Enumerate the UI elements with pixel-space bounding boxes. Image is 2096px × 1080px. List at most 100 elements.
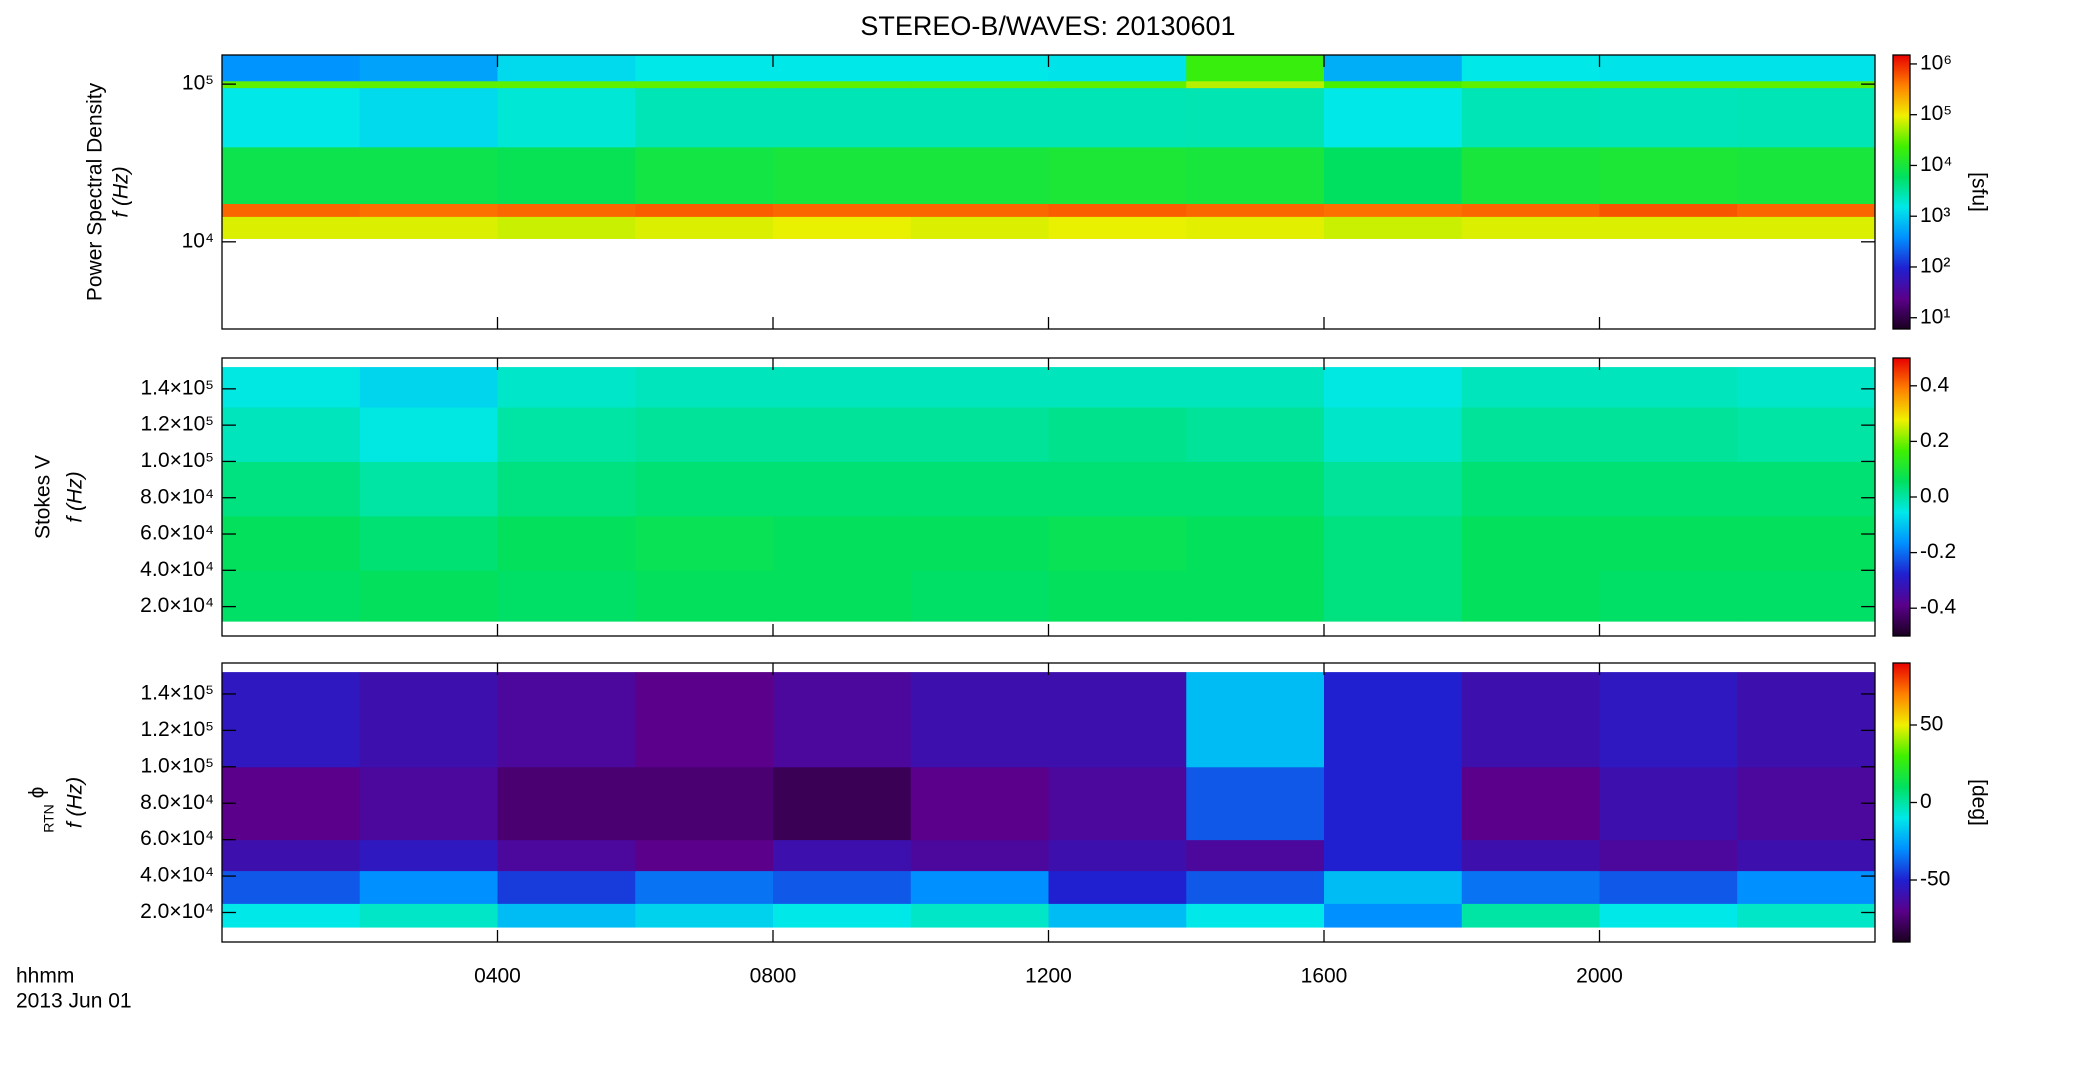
heatmap-cell bbox=[497, 367, 636, 408]
heatmap-cell bbox=[1461, 80, 1600, 89]
heatmap-cell bbox=[1186, 870, 1325, 904]
heatmap-cell bbox=[1461, 570, 1600, 622]
heatmap-cell bbox=[635, 870, 774, 904]
heatmap-cell bbox=[1324, 406, 1463, 462]
heatmap-cell bbox=[1737, 839, 1876, 872]
heatmap-cell bbox=[497, 515, 636, 571]
heatmap-cell bbox=[1599, 839, 1738, 872]
x-tick-label: 2000 bbox=[1576, 965, 1623, 988]
heatmap-cell bbox=[1186, 515, 1325, 571]
heatmap-cell bbox=[635, 766, 774, 841]
heatmap-cell bbox=[1324, 216, 1463, 239]
heatmap-cell bbox=[1461, 839, 1600, 872]
heatmap-cell bbox=[773, 515, 912, 571]
heatmap-cell bbox=[1324, 870, 1463, 904]
heatmap-cell bbox=[910, 870, 1049, 904]
heatmap-cell bbox=[635, 903, 774, 928]
heatmap-cell bbox=[1599, 903, 1738, 928]
colorbar-tick-label: 50 bbox=[1920, 713, 1943, 736]
y-tick-label: 4.0×10⁴ bbox=[140, 864, 214, 887]
heatmap-cell bbox=[1737, 146, 1876, 204]
y-tick-label: 8.0×10⁴ bbox=[140, 791, 214, 814]
heatmap-cell bbox=[1048, 55, 1187, 82]
heatmap-cell bbox=[910, 672, 1049, 768]
heatmap-cell bbox=[1048, 839, 1187, 872]
heatmap-cell bbox=[1461, 515, 1600, 571]
heatmap-cell bbox=[222, 461, 361, 517]
heatmap-cell bbox=[1737, 203, 1876, 217]
heatmap-cell bbox=[1048, 80, 1187, 89]
heatmap-cell bbox=[635, 146, 774, 204]
y-tick-label: 2.0×10⁴ bbox=[140, 594, 214, 617]
colorbar bbox=[1892, 54, 1911, 330]
heatmap-cell bbox=[222, 80, 361, 89]
heatmap-cell bbox=[1324, 570, 1463, 622]
heatmap-cell bbox=[1599, 55, 1738, 82]
heatmap-cell bbox=[497, 461, 636, 517]
heatmap-cell bbox=[773, 55, 912, 82]
heatmap-cell bbox=[773, 570, 912, 622]
heatmap-cell bbox=[1186, 903, 1325, 928]
heatmap-cell bbox=[1186, 87, 1325, 148]
y-tick-label: 1.4×10⁵ bbox=[140, 682, 214, 705]
heatmap-cell bbox=[359, 55, 498, 82]
y-tick-label: 1.0×10⁵ bbox=[140, 449, 214, 472]
colorbar-tick-label: 0.0 bbox=[1920, 485, 1949, 508]
heatmap-cell bbox=[1599, 461, 1738, 517]
chart-title: STEREO-B/WAVES: 20130601 bbox=[860, 11, 1235, 41]
y-tick-label: 10⁵ bbox=[182, 72, 214, 95]
colorbar-tick-label: 10⁴ bbox=[1920, 153, 1952, 176]
heatmap-cell bbox=[222, 406, 361, 462]
heatmap-cell bbox=[222, 87, 361, 148]
heatmap-cell bbox=[910, 80, 1049, 89]
heatmap-cell bbox=[1599, 515, 1738, 571]
heatmap-cell bbox=[1186, 80, 1325, 89]
heatmap-cell bbox=[910, 570, 1049, 622]
heatmap-cell bbox=[1599, 203, 1738, 217]
heatmap-cell bbox=[1599, 367, 1738, 408]
heatmap-cell bbox=[910, 406, 1049, 462]
heatmap-cell bbox=[1186, 216, 1325, 239]
heatmap-cell bbox=[773, 146, 912, 204]
heatmap-cell bbox=[359, 406, 498, 462]
heatmap-cell bbox=[635, 87, 774, 148]
y-axis-label: Stokes V bbox=[32, 455, 55, 539]
heatmap-cell bbox=[1461, 766, 1600, 841]
heatmap-cell bbox=[359, 570, 498, 622]
heatmap-cell bbox=[1324, 203, 1463, 217]
heatmap-cell bbox=[773, 672, 912, 768]
heatmap-cell bbox=[359, 146, 498, 204]
heatmap-cell bbox=[1324, 80, 1463, 89]
heatmap-cell bbox=[1048, 367, 1187, 408]
colorbar-tick-label: 0.4 bbox=[1920, 373, 1950, 396]
heatmap-cell bbox=[1048, 461, 1187, 517]
heatmap-cell bbox=[1186, 570, 1325, 622]
heatmap-cell bbox=[222, 870, 361, 904]
heatmap-cell bbox=[1737, 461, 1876, 517]
heatmap-cell bbox=[635, 203, 774, 217]
heatmap-cell bbox=[1737, 570, 1876, 622]
y-tick-label: 6.0×10⁴ bbox=[140, 522, 214, 545]
heatmap-cell bbox=[635, 367, 774, 408]
heatmap-cell bbox=[1048, 216, 1187, 239]
heatmap-cell bbox=[222, 903, 361, 928]
heatmap-cell bbox=[359, 903, 498, 928]
y-axis-symbol: ϕ bbox=[26, 787, 49, 799]
heatmap-cell bbox=[773, 80, 912, 89]
colorbar-tick-label: 10¹ bbox=[1920, 305, 1950, 328]
heatmap-cell bbox=[359, 461, 498, 517]
heatmap-cell bbox=[1048, 515, 1187, 571]
heatmap-cell bbox=[1461, 406, 1600, 462]
heatmap-cell bbox=[1048, 146, 1187, 204]
heatmap-cell bbox=[910, 216, 1049, 239]
heatmap-cell bbox=[1324, 55, 1463, 82]
heatmap-cell bbox=[359, 839, 498, 872]
y-tick-label: 1.4×10⁵ bbox=[140, 376, 214, 399]
heatmap-cell bbox=[1737, 672, 1876, 768]
heatmap-cell bbox=[222, 570, 361, 622]
heatmap-cell bbox=[359, 766, 498, 841]
heatmap-cell bbox=[359, 216, 498, 239]
heatmap-cell bbox=[773, 870, 912, 904]
colorbar-label: [deg] bbox=[1967, 779, 1990, 826]
x-tick-label: 1600 bbox=[1301, 965, 1348, 988]
